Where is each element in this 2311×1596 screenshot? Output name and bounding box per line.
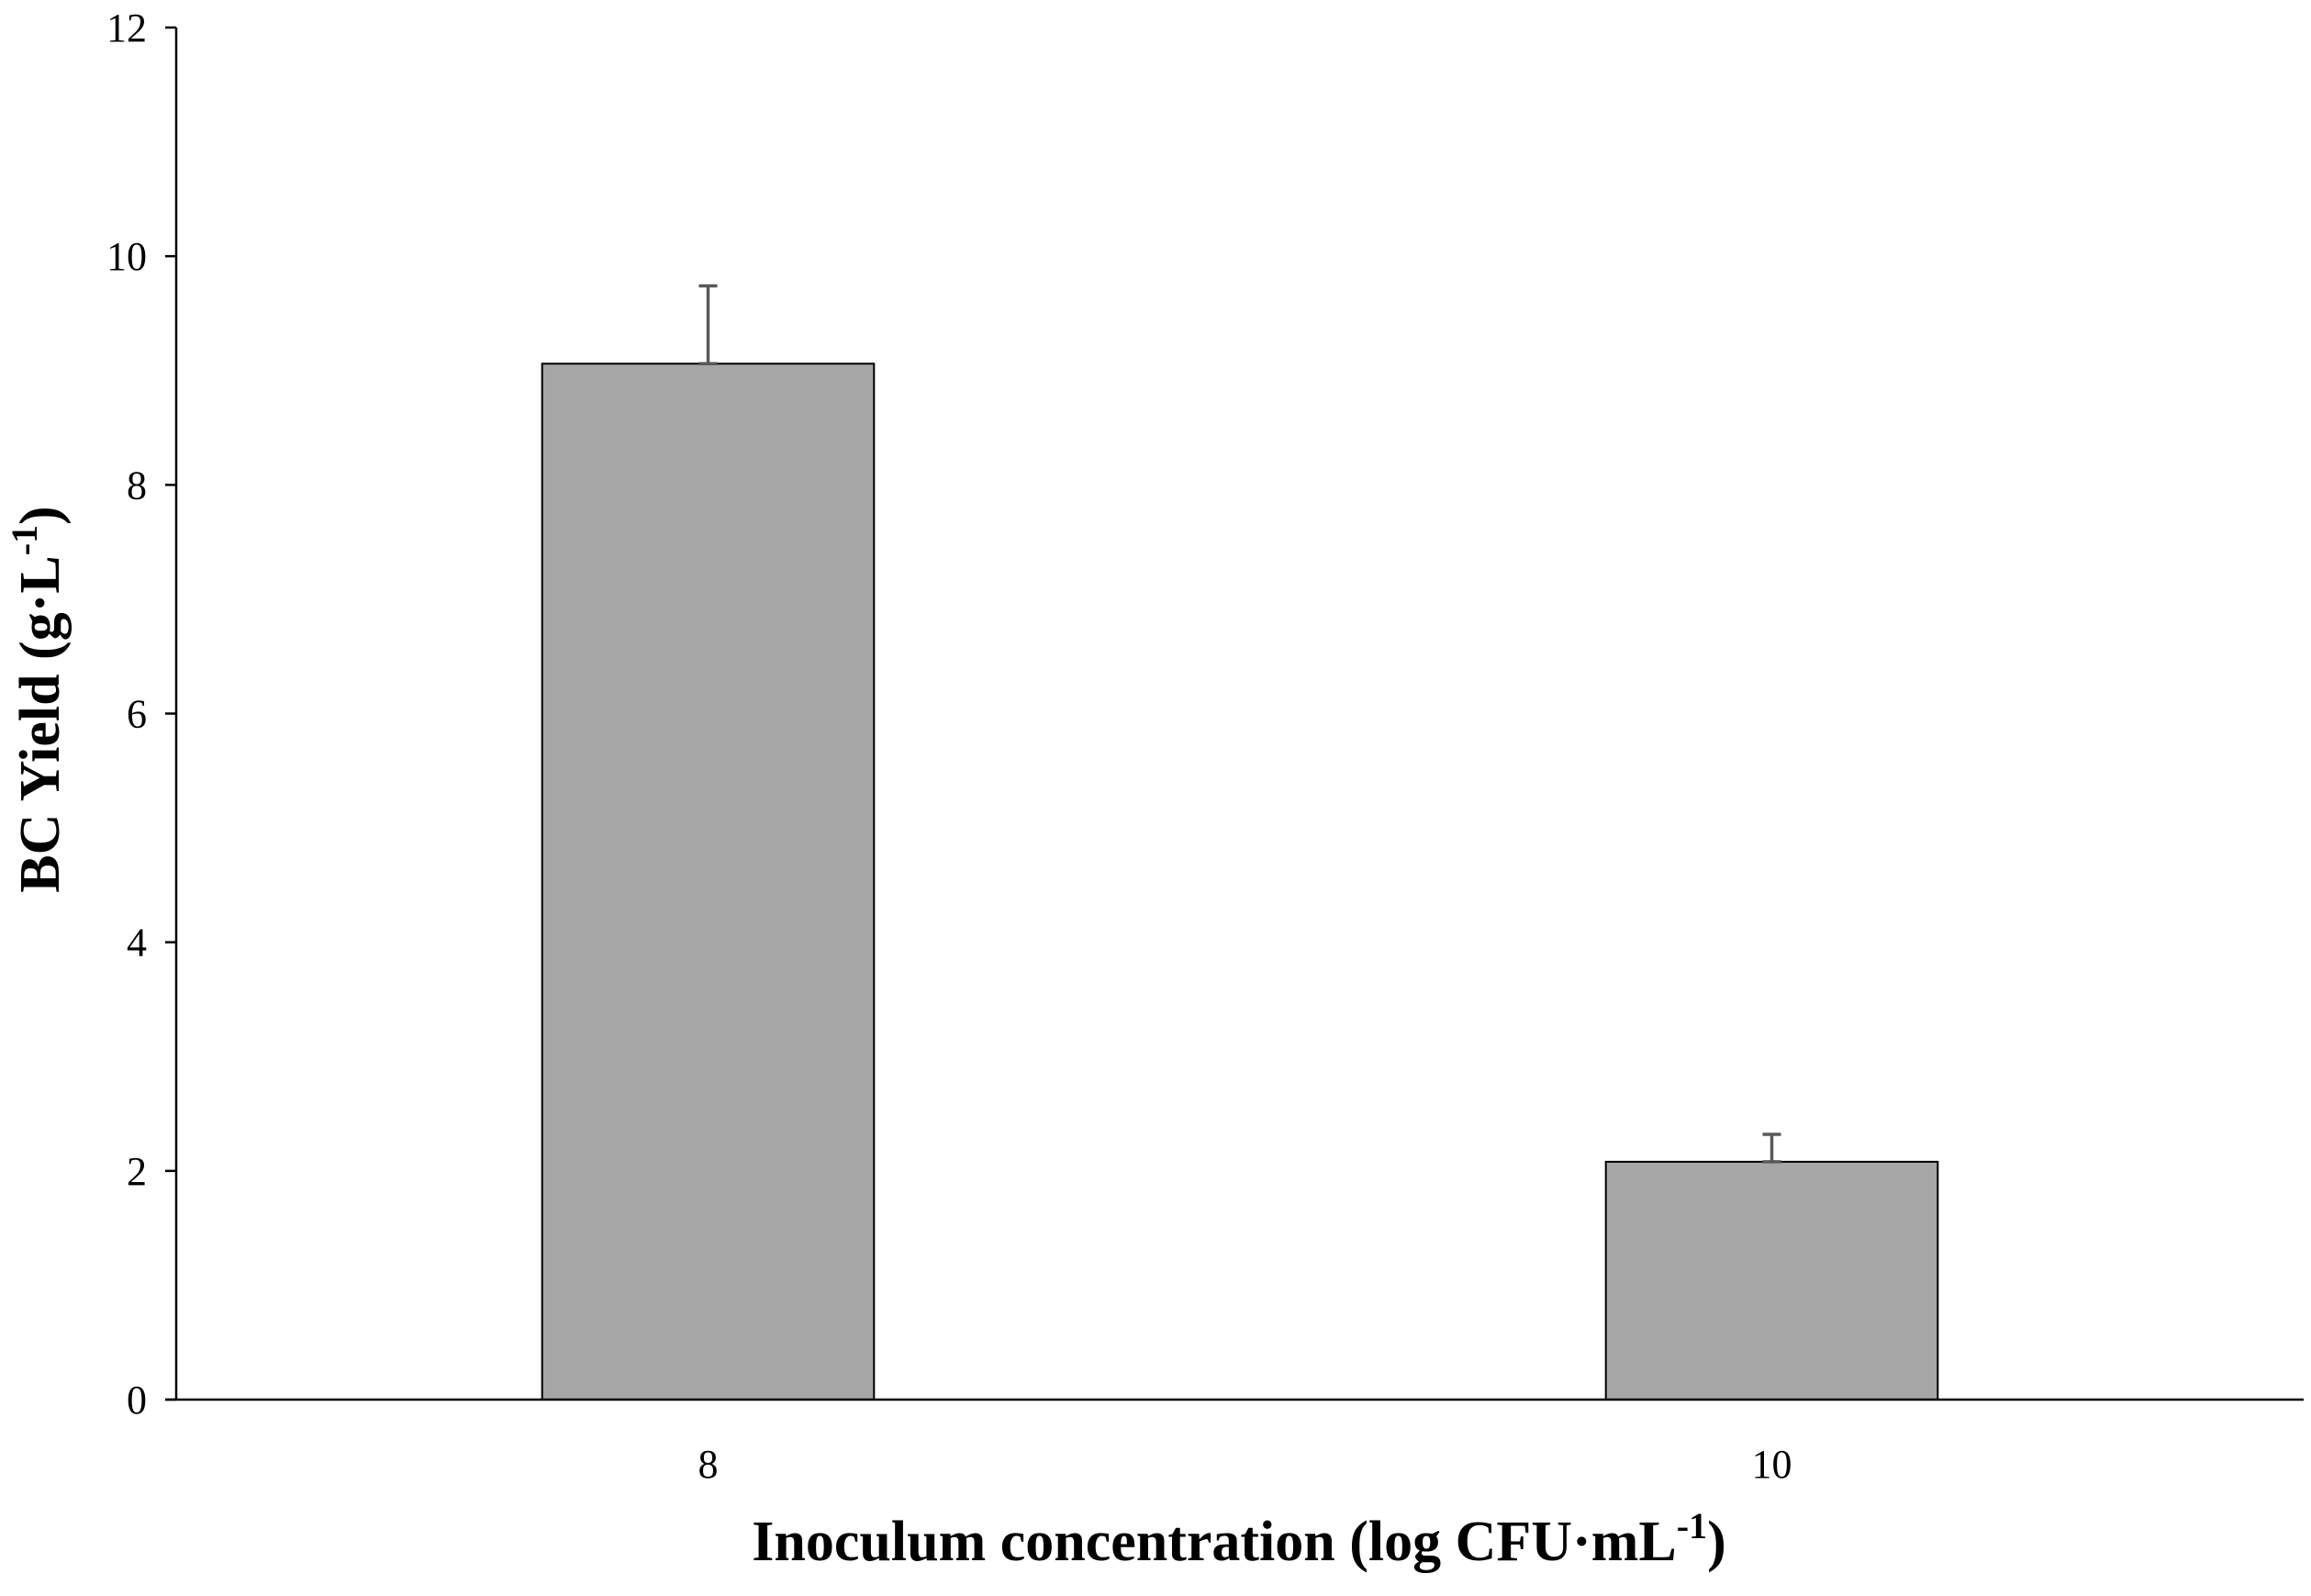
bars-group: [541, 363, 1939, 1401]
bar-8: [541, 363, 876, 1401]
bar-10: [1604, 1160, 1939, 1401]
y-tick-label: 10: [106, 234, 147, 279]
x-axis-title-close: ): [1707, 1511, 1726, 1573]
x-ticks-group: 8 10: [698, 1442, 1792, 1487]
x-axis-title-main: Inoculum concentration (log CFU·mL: [752, 1511, 1676, 1573]
x-axis-title: Inoculum concentration (log CFU·mL-1): [752, 1505, 1725, 1573]
x-axis-title-superscript: -1: [1677, 1505, 1707, 1546]
y-tick-label: 0: [127, 1378, 147, 1423]
x-tick-label: 10: [1752, 1442, 1792, 1487]
axes-group: [165, 28, 2304, 1401]
y-tick-label: 4: [127, 921, 147, 965]
y-axis-title-close: ): [9, 506, 72, 525]
y-axis-title: BC Yield (g·L-1): [4, 506, 72, 892]
y-tick-label: 2: [127, 1149, 147, 1194]
y-tick-label: 12: [106, 6, 147, 50]
y-ticks-group: 0 2 4 6 8 10 12: [106, 6, 176, 1423]
error-bars-group: [698, 284, 1781, 1164]
x-tick-label: 8: [698, 1442, 719, 1487]
y-tick-label: 8: [127, 463, 147, 508]
y-tick-label: 6: [127, 692, 147, 737]
y-axis-title-main: BC Yield (g·L: [9, 555, 72, 892]
y-axis-title-superscript: -1: [4, 525, 45, 555]
